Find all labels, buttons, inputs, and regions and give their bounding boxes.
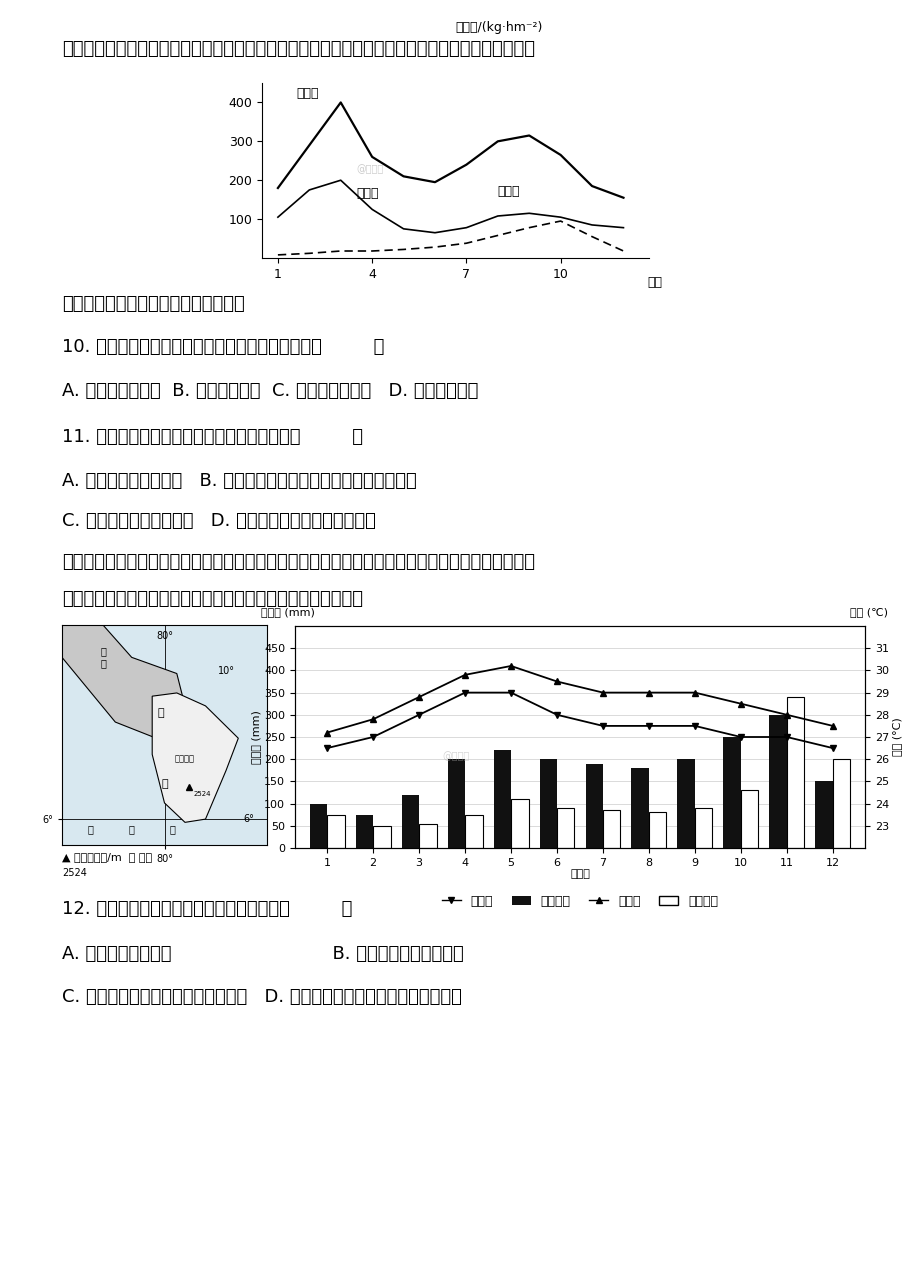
乙气温	[734, 696, 745, 711]
Bar	[419, 823, 437, 848]
Text: 印: 印	[87, 824, 94, 834]
Bar	[768, 715, 786, 848]
Text: 凋落量/(kg·hm⁻²): 凋落量/(kg·hm⁻²)	[455, 20, 542, 34]
甲气温	[550, 707, 562, 722]
甲气温	[596, 719, 607, 734]
Text: 度: 度	[129, 824, 134, 834]
Bar	[602, 810, 619, 848]
甲气温	[460, 685, 471, 701]
乙气温	[642, 685, 653, 701]
甲气温	[826, 740, 837, 755]
乙气温	[550, 674, 562, 689]
Bar	[310, 804, 327, 848]
Bar	[814, 781, 832, 848]
Text: 11. 造成甲树种春季凋落较多的最主要原因是（         ）: 11. 造成甲树种春季凋落较多的最主要原因是（ ）	[62, 428, 363, 446]
Y-axis label: 气温 (°C): 气温 (°C)	[891, 717, 901, 757]
X-axis label: （月）: （月）	[570, 869, 589, 879]
Bar	[494, 750, 510, 848]
Text: 斯里兰卡是一个以种植园经济为主的农业国家，是世界上最大的红茶生产基地。下图为斯里兰卡位置: 斯里兰卡是一个以种植园经济为主的农业国家，是世界上最大的红茶生产基地。下图为斯里…	[62, 553, 535, 571]
Bar	[448, 759, 465, 848]
甲气温	[688, 719, 699, 734]
Text: 逐月变化示意图，据此完成下面小题。: 逐月变化示意图，据此完成下面小题。	[62, 296, 244, 313]
Text: 斯里兰卡: 斯里兰卡	[175, 754, 195, 763]
Text: 甲树种: 甲树种	[356, 186, 379, 200]
Text: A. 温带海洋性气候  B. 热带季风气候  C. 亚热带季风气候   D. 温带季风气候: A. 温带海洋性气候 B. 热带季风气候 C. 亚热带季风气候 D. 温带季风气…	[62, 382, 478, 400]
Bar	[327, 814, 345, 848]
Text: @正确云: @正确云	[442, 752, 469, 761]
乙气温	[780, 707, 791, 722]
Bar	[694, 808, 711, 848]
甲气温	[322, 740, 333, 755]
Bar	[356, 814, 373, 848]
乙气温	[322, 725, 333, 740]
Bar	[648, 813, 665, 848]
Text: 森林凋落物也可称为枯落物（枯叶、枯枝、果实），下图为世界某地甲乙两种树种森林凋落物数量的: 森林凋落物也可称为枯落物（枯叶、枯枝、果实），下图为世界某地甲乙两种树种森林凋落…	[62, 39, 535, 59]
乙气温	[414, 689, 425, 705]
Bar	[465, 814, 482, 848]
Text: A. 阴雨天多，风力较大   B. 降水相对较少，气温回升，蒸腾作用增强: A. 阴雨天多，风力较大 B. 降水相对较少，气温回升，蒸腾作用增强	[62, 471, 416, 490]
Text: 洋: 洋	[170, 824, 176, 834]
Text: A. 地势中部高四周低                            B. 位于中南半岛的东南部: A. 地势中部高四周低 B. 位于中南半岛的东南部	[62, 945, 463, 963]
Text: 乙: 乙	[157, 707, 164, 717]
Text: 6°: 6°	[244, 814, 255, 824]
Line: 甲气温: 甲气温	[324, 689, 834, 750]
乙气温	[688, 685, 699, 701]
Bar	[832, 759, 849, 848]
Text: 10°: 10°	[217, 665, 234, 675]
Bar	[556, 808, 573, 848]
Bar	[676, 759, 694, 848]
乙气温	[826, 719, 837, 734]
Text: 乙树种: 乙树种	[497, 185, 520, 197]
甲气温	[642, 719, 653, 734]
Text: 示意图及甲、乙两城市气温、降水资料图。据此完成下列各题。: 示意图及甲、乙两城市气温、降水资料图。据此完成下列各题。	[62, 590, 363, 608]
Bar	[402, 795, 419, 848]
Bar	[630, 768, 648, 848]
Text: 印
度: 印 度	[100, 646, 106, 668]
Line: 乙气温: 乙气温	[324, 664, 834, 735]
乙气温	[505, 659, 516, 674]
Y-axis label: 降水量 (mm): 降水量 (mm)	[251, 710, 261, 764]
Text: 2524: 2524	[62, 868, 86, 878]
Bar	[786, 697, 803, 848]
Bar	[740, 790, 757, 848]
甲气温	[368, 729, 379, 744]
Text: 月份: 月份	[647, 275, 662, 288]
Text: ▲ 山峰及海拔/m  ～ 河流: ▲ 山峰及海拔/m ～ 河流	[62, 852, 152, 862]
Text: 气温 (℃): 气温 (℃)	[849, 606, 887, 617]
Text: 总凋落: 总凋落	[297, 87, 319, 99]
Bar	[584, 763, 602, 848]
Bar	[510, 799, 528, 848]
乙气温	[460, 668, 471, 683]
乙气温	[368, 712, 379, 727]
甲气温	[414, 707, 425, 722]
Text: 甲: 甲	[161, 778, 167, 789]
Polygon shape	[152, 693, 238, 822]
Text: 2524: 2524	[193, 791, 210, 798]
Text: 10. 图中乙树种分布地区在欧洲对应的气候类型为（         ）: 10. 图中乙树种分布地区在欧洲对应的气候类型为（ ）	[62, 338, 384, 355]
Bar	[722, 736, 740, 848]
Bar	[539, 759, 556, 848]
甲气温	[734, 729, 745, 744]
Text: 80°: 80°	[156, 632, 173, 642]
Text: 降水量 (mm): 降水量 (mm)	[260, 606, 314, 617]
Bar	[373, 826, 391, 848]
乙气温	[596, 685, 607, 701]
甲气温	[780, 729, 791, 744]
Text: C. 甲城市比乙城市正午太阳高度角大   D. 位于板块交界地带，火山、地震频发: C. 甲城市比乙城市正午太阳高度角大 D. 位于板块交界地带，火山、地震频发	[62, 989, 461, 1006]
甲气温	[505, 685, 516, 701]
Legend: 甲气温, 甲降水量, 乙气温, 乙降水量: 甲气温, 甲降水量, 乙气温, 乙降水量	[437, 889, 722, 912]
Text: @正确云: @正确云	[356, 164, 383, 175]
Text: C. 日照充足，太阳辐射强   D. 春季寒潮多发，低温影响明显: C. 日照充足，太阳辐射强 D. 春季寒潮多发，低温影响明显	[62, 512, 376, 530]
Text: 12. 关于斯里兰卡地理特征的叙述正确的是（         ）: 12. 关于斯里兰卡地理特征的叙述正确的是（ ）	[62, 899, 352, 919]
Polygon shape	[62, 626, 185, 738]
